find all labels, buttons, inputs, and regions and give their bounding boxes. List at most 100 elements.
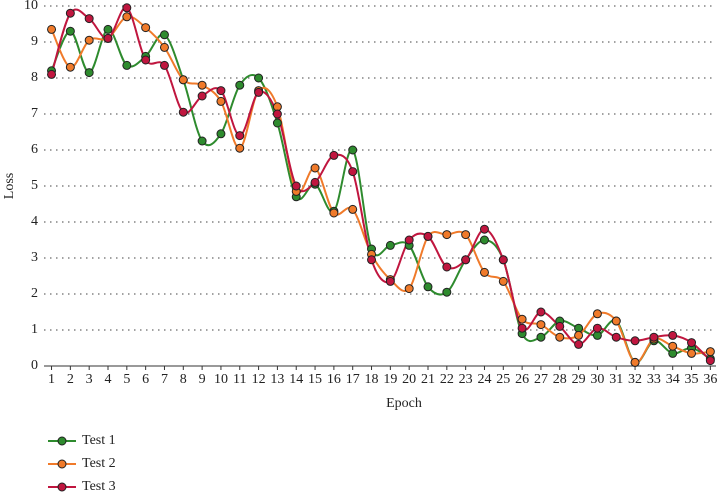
data-point: [47, 24, 57, 34]
data-point: [235, 80, 245, 90]
data-point: [630, 336, 640, 346]
data-point: [329, 150, 339, 160]
data-point: [498, 276, 508, 286]
x-tick-label: 27: [534, 372, 548, 387]
data-point: [668, 330, 678, 340]
x-tick-label: 33: [647, 372, 661, 387]
x-tick-label: 3: [86, 372, 93, 387]
y-tick-label: 4: [31, 214, 38, 229]
data-point: [442, 287, 452, 297]
x-tick-label: 4: [105, 372, 112, 387]
x-tick-label: 32: [628, 372, 642, 387]
x-tick-label: 16: [327, 372, 341, 387]
data-point: [649, 332, 659, 342]
data-point: [310, 177, 320, 187]
series-line: [50, 15, 711, 364]
data-point: [310, 163, 320, 173]
data-point: [141, 55, 151, 65]
data-point: [348, 145, 358, 155]
data-point: [461, 255, 471, 265]
data-point: [574, 330, 584, 340]
x-tick-label: 28: [553, 372, 567, 387]
data-point: [442, 262, 452, 272]
data-point: [122, 3, 132, 13]
data-point: [555, 332, 565, 342]
x-tick-label: 22: [440, 372, 454, 387]
x-tick-label: 34: [666, 372, 680, 387]
data-point: [385, 276, 395, 286]
x-tick-label: 29: [572, 372, 586, 387]
x-tick-label: 9: [199, 372, 206, 387]
y-tick-label: 9: [31, 34, 38, 49]
data-point: [385, 240, 395, 250]
x-tick-label: 13: [270, 372, 284, 387]
data-point: [536, 307, 546, 317]
data-point: [630, 357, 640, 367]
x-tick-label: 11: [233, 372, 246, 387]
data-point: [197, 136, 207, 146]
x-tick-label: 36: [703, 372, 717, 387]
data-point: [216, 96, 226, 106]
x-tick-label: 2: [67, 372, 74, 387]
x-tick-label: 18: [365, 372, 379, 387]
data-point: [555, 321, 565, 331]
data-point: [235, 143, 245, 153]
data-point: [668, 341, 678, 351]
data-point: [536, 320, 546, 330]
x-axis-label: Epoch: [386, 396, 422, 411]
x-tick-label: 23: [459, 372, 473, 387]
data-point: [122, 12, 132, 22]
y-tick-label: 3: [31, 250, 38, 265]
data-point: [423, 231, 433, 241]
data-point: [272, 118, 282, 128]
x-tick-label: 15: [308, 372, 322, 387]
data-point: [254, 87, 264, 97]
x-tick-label: 20: [402, 372, 416, 387]
data-point: [574, 339, 584, 349]
data-point: [103, 24, 113, 34]
data-point: [178, 107, 188, 117]
data-point: [159, 42, 169, 52]
x-tick-label: 17: [346, 372, 360, 387]
y-tick-label: 6: [31, 142, 38, 157]
data-point: [442, 230, 452, 240]
data-point: [197, 91, 207, 101]
legend-label: Test 2: [82, 456, 116, 471]
y-axis-label: Loss: [2, 173, 17, 199]
data-point: [216, 129, 226, 139]
data-point: [517, 314, 527, 324]
data-point: [536, 332, 546, 342]
x-tick-label: 8: [180, 372, 187, 387]
y-tick-label: 2: [31, 286, 38, 301]
data-point: [159, 60, 169, 70]
x-tick-label: 30: [590, 372, 604, 387]
x-tick-label: 21: [421, 372, 435, 387]
data-point: [65, 8, 75, 18]
data-point: [592, 323, 602, 333]
data-point: [348, 204, 358, 214]
data-point: [687, 338, 697, 348]
legend-label: Test 1: [82, 433, 116, 448]
data-point: [705, 356, 715, 366]
data-point: [197, 80, 207, 90]
x-tick-label: 5: [123, 372, 130, 387]
legend-marker: [57, 436, 67, 446]
data-point: [479, 267, 489, 277]
x-tick-label: 6: [142, 372, 149, 387]
data-point: [687, 348, 697, 358]
data-point: [122, 60, 132, 70]
y-tick-label: 7: [31, 106, 38, 121]
y-tick-label: 1: [31, 322, 38, 337]
data-point: [159, 30, 169, 40]
data-point: [611, 332, 621, 342]
data-point: [84, 68, 94, 78]
data-point: [367, 255, 377, 265]
data-point: [272, 109, 282, 119]
x-tick-label: 19: [383, 372, 397, 387]
x-tick-label: 31: [609, 372, 623, 387]
data-point: [291, 181, 301, 191]
x-tick-label: 25: [496, 372, 510, 387]
data-point: [65, 26, 75, 36]
x-tick-label: 26: [515, 372, 529, 387]
